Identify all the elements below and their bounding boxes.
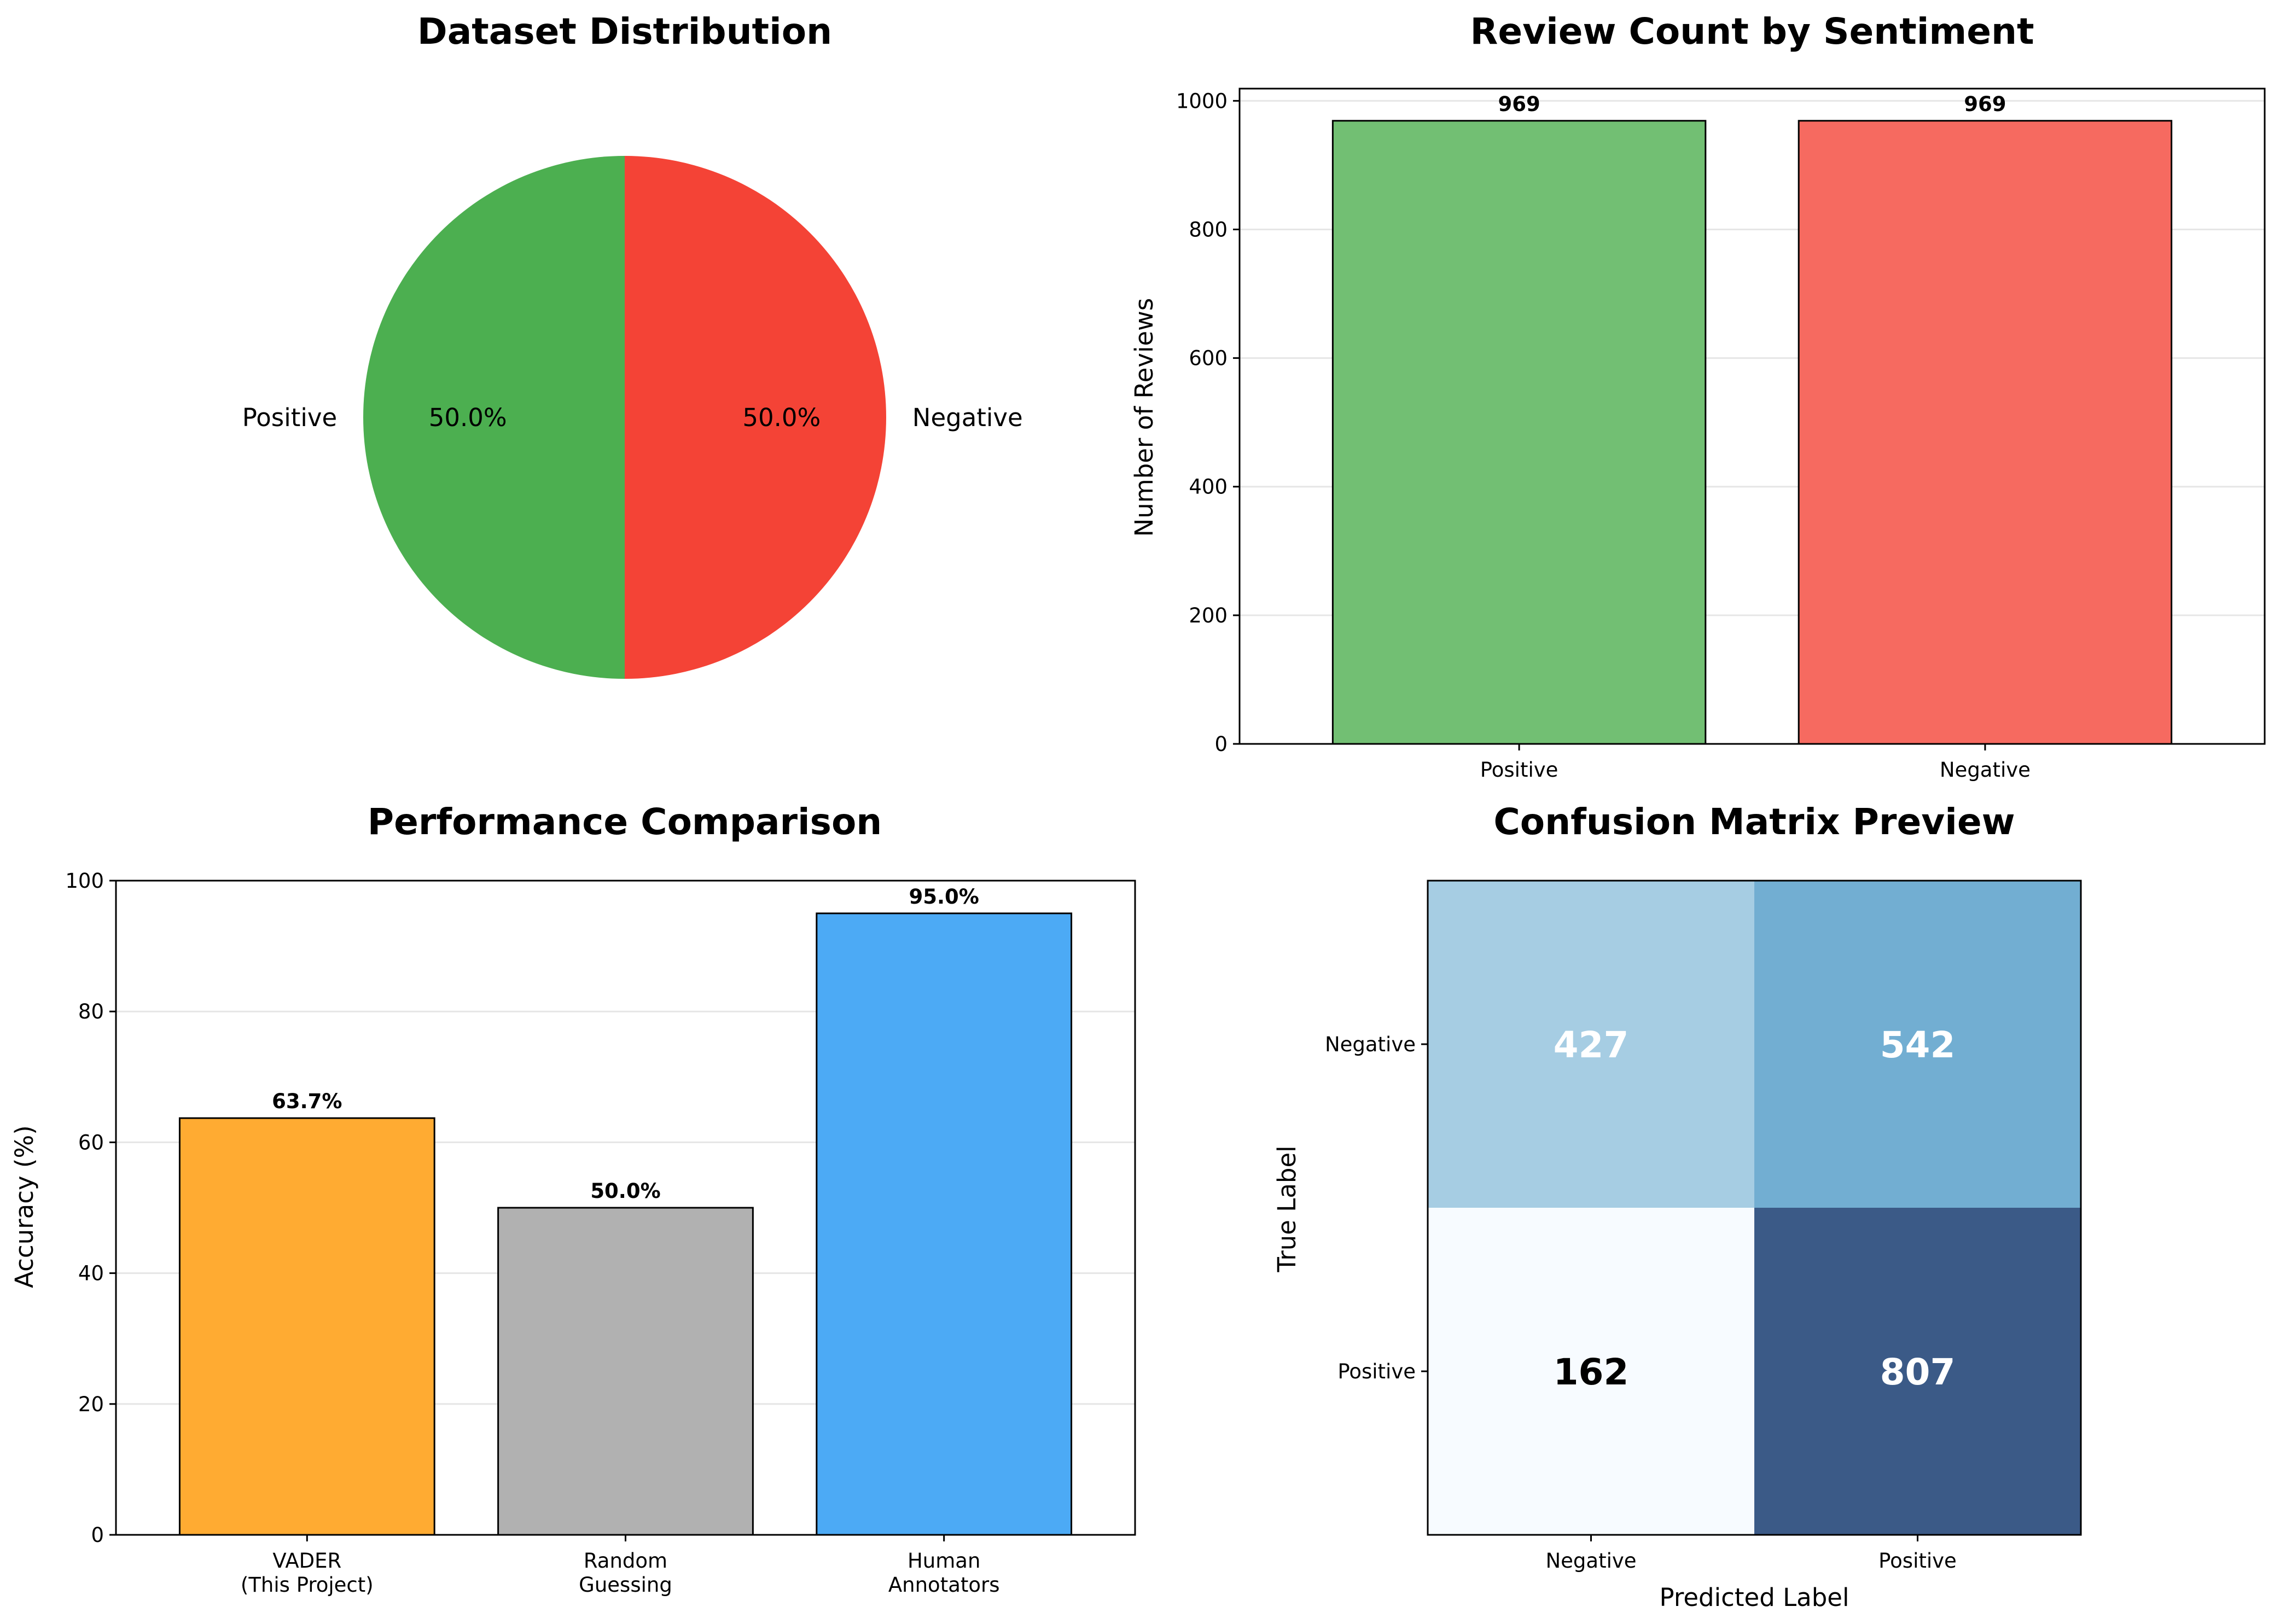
performance-y-tick-label: 40 [78,1262,104,1285]
performance-y-tick-label: 60 [78,1131,104,1154]
pie-chart-panel: Dataset Distribution Positive 50.0% Negati… [242,10,1023,679]
pie-slice-negative [625,156,886,679]
review-count-chart-panel: Review Count by Sentiment Number of Revi… [1130,10,2266,782]
performance-x-tick-label: Guessing [579,1573,672,1597]
pie-label-positive: Positive [242,403,337,432]
performance-x-tick-label: Annotators [888,1573,1000,1597]
confusion-matrix-cell-value: 162 [1554,1351,1629,1393]
review-count-bar [1331,120,1707,745]
pie-slice-positive [363,156,625,679]
performance-y-tick-label: 80 [78,1000,104,1023]
performance-y-axis-label: Accuracy (%) [10,1125,39,1288]
pie-chart-title: Dataset Distribution [417,10,832,53]
confusion-matrix-cell-value: 807 [1880,1351,1956,1393]
pie-label-negative: Negative [912,403,1023,432]
performance-bar [816,912,1073,1536]
performance-bar [178,1117,435,1536]
performance-chart-panel: Performance Comparison Accuracy (%) 63.7… [10,801,1136,1597]
performance-y-tick-label: 100 [65,869,104,893]
review-count-y-axis-label: Number of Reviews [1130,298,1159,537]
confusion-matrix-x-axis-label: Predicted Label [1660,1583,1849,1612]
review-count-y-tick-label: 200 [1189,604,1228,627]
performance-y-tick-label: 0 [91,1523,104,1547]
performance-value-label: 63.7% [272,1090,342,1113]
performance-chart-title: Performance Comparison [368,801,882,843]
review-count-y-tick-label: 600 [1189,347,1228,370]
pie-pct-label-negative: 50.0% [742,403,821,432]
confusion-matrix-y-tick-label: Negative [1325,1033,1416,1056]
confusion-matrix-panel: Confusion Matrix Preview Predicted Label… [1272,801,2082,1612]
review-count-y-tick-label: 1000 [1176,89,1228,113]
review-count-chart-title: Review Count by Sentiment [1470,10,2034,53]
confusion-matrix-y-tick-label: Positive [1337,1360,1416,1383]
performance-x-tick-label: VADER [272,1549,341,1573]
performance-x-tick-label: Random [584,1549,667,1573]
confusion-matrix-cell [1428,881,1754,1208]
pie-pct-label-positive: 50.0% [429,403,507,432]
confusion-matrix-frame [1427,880,2082,1536]
confusion-matrix-cell-value: 542 [1880,1024,1956,1066]
confusion-matrix-cell [1428,1208,1754,1535]
performance-value-label: 95.0% [909,885,979,909]
review-count-y-tick-label: 800 [1189,218,1228,241]
review-count-x-tick-label: Positive [1480,758,1558,782]
review-count-value-label: 969 [1498,92,1540,116]
confusion-matrix-cell [1754,1208,2081,1535]
performance-x-tick-label: Human [908,1549,980,1573]
review-count-x-tick-label: Negative [1940,758,2031,782]
confusion-matrix-x-tick-label: Positive [1878,1549,1957,1573]
confusion-matrix-title: Confusion Matrix Preview [1493,801,2015,843]
performance-axes-frame [115,880,1136,1536]
confusion-matrix-cell [1754,881,2081,1208]
review-count-bar [1798,120,2173,745]
review-count-y-tick-label: 0 [1214,732,1228,756]
confusion-matrix-cell-value: 427 [1554,1024,1629,1066]
confusion-matrix-y-axis-label: True Label [1272,1145,1301,1272]
performance-x-tick-label: (This Project) [241,1573,374,1597]
performance-y-tick-label: 20 [78,1393,104,1416]
review-count-axes-frame [1238,88,2266,745]
confusion-matrix-x-tick-label: Negative [1545,1549,1636,1573]
review-count-y-tick-label: 400 [1189,475,1228,499]
performance-value-label: 50.0% [590,1179,660,1203]
performance-bar [497,1207,754,1536]
review-count-value-label: 969 [1964,92,2006,116]
